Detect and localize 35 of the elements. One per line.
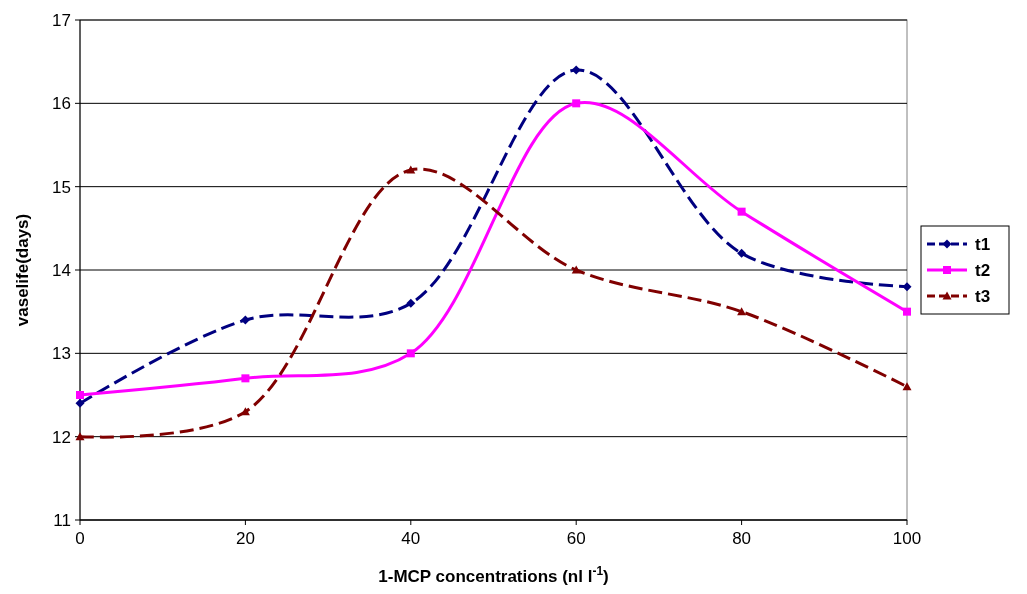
point [241, 374, 250, 383]
x-tick-label: 80 [732, 529, 752, 548]
point [571, 65, 581, 75]
y-tick-label: 13 [52, 344, 71, 364]
y-tick-label: 14 [52, 260, 71, 280]
point [406, 165, 416, 174]
point [406, 349, 415, 358]
y-tick-label: 12 [52, 427, 71, 447]
point [737, 248, 747, 258]
legend-label: t1 [975, 234, 991, 254]
point [76, 391, 84, 399]
legend-label: t2 [975, 260, 991, 280]
point [571, 265, 581, 274]
point [572, 99, 581, 108]
point [903, 307, 911, 316]
y-axis-title: vaselife(days) [13, 213, 32, 327]
x-tick-label: 40 [401, 529, 421, 548]
point [406, 298, 416, 308]
y-tick-label: 15 [52, 177, 71, 197]
y-tick-label: 16 [52, 94, 71, 114]
point [737, 207, 746, 216]
point [240, 407, 250, 416]
point [902, 282, 912, 292]
x-tick-label: 20 [235, 529, 255, 548]
point [75, 398, 85, 408]
legend-label: t3 [975, 286, 991, 306]
point [240, 315, 250, 325]
x-axis-title: 1-MCP concentrations (nl l$^{-1}$) [378, 564, 609, 586]
x-tick-label: 100 [892, 529, 922, 548]
x-tick-label: 60 [566, 529, 586, 548]
y-tick-label: 17 [52, 10, 71, 30]
x-tick-label: 0 [75, 529, 85, 548]
point [902, 382, 912, 391]
point [737, 307, 747, 316]
y-tick-label: 11 [53, 510, 71, 530]
